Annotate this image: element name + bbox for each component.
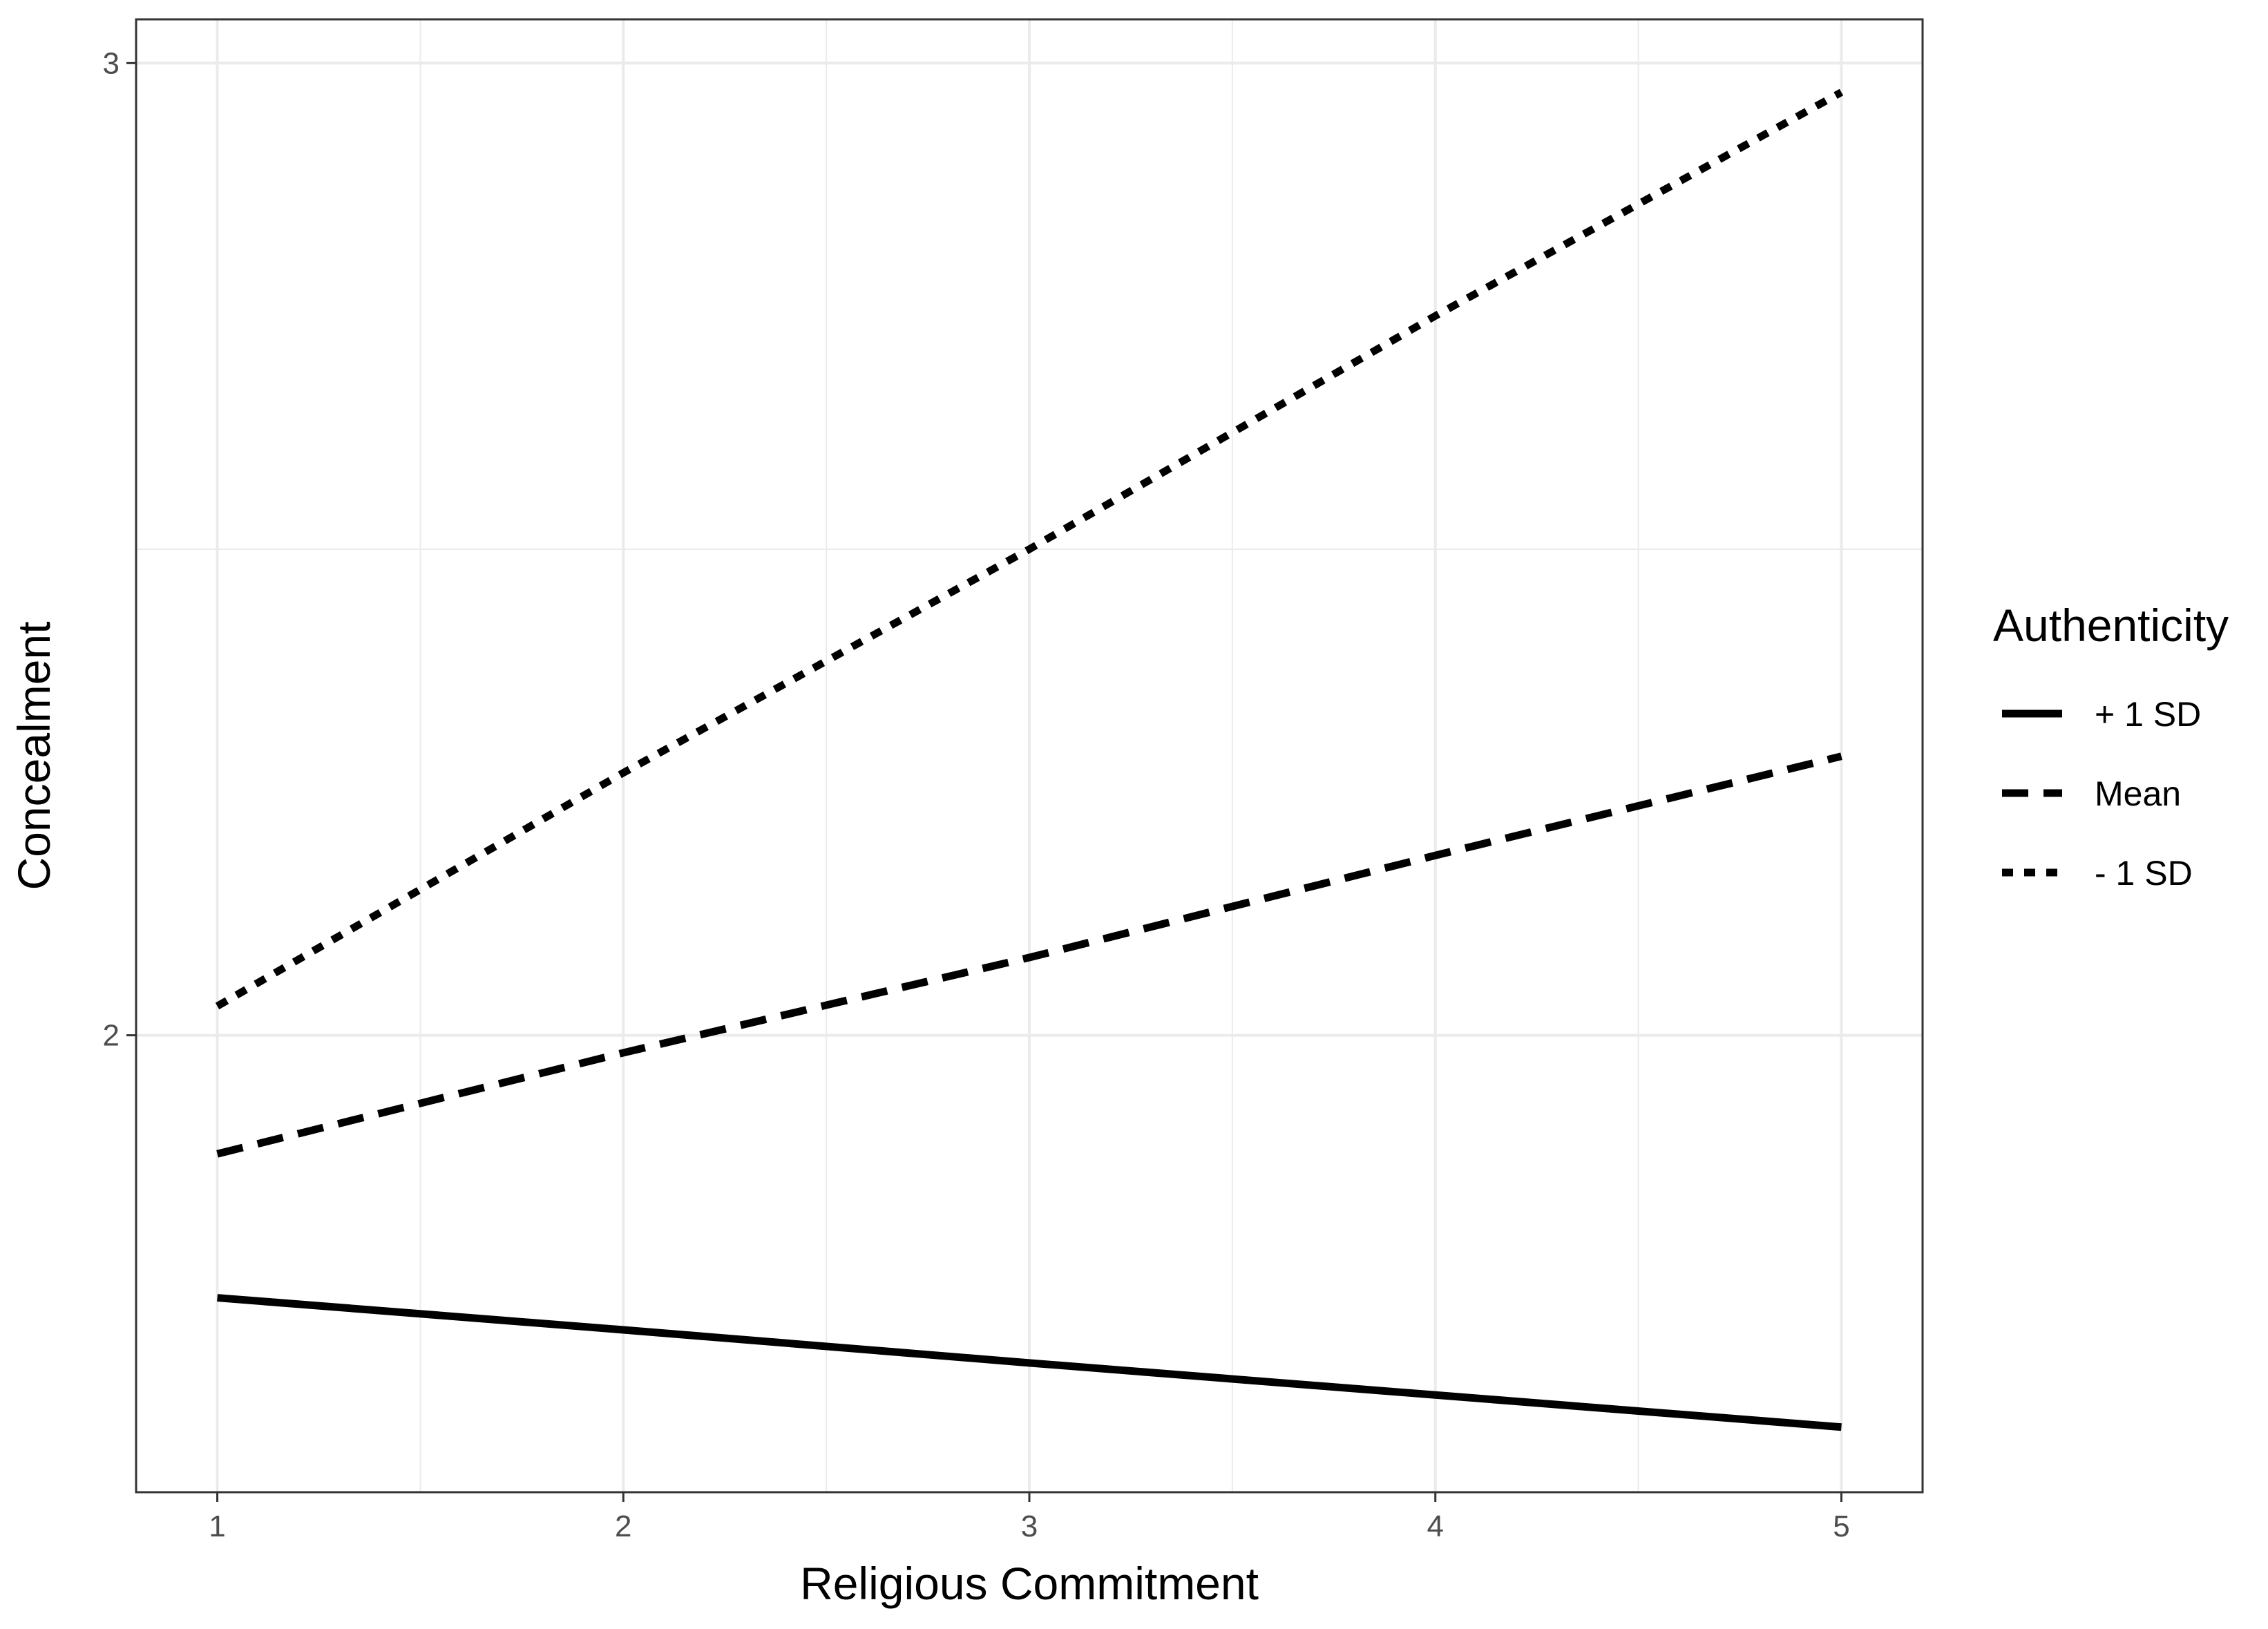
x-tick-label: 3: [1021, 1509, 1038, 1543]
x-tick-label: 1: [209, 1509, 225, 1543]
legend-label: Mean: [2095, 774, 2181, 813]
legend-label: + 1 SD: [2095, 695, 2201, 734]
x-tick-label: 2: [615, 1509, 631, 1543]
legend-title: Authenticity: [1993, 600, 2229, 651]
legend: Authenticity + 1 SD Mean - 1 SD: [1993, 600, 2229, 893]
legend-label: - 1 SD: [2095, 854, 2193, 893]
x-tick-label: 4: [1427, 1509, 1443, 1543]
y-tick-label: 3: [103, 46, 120, 80]
y-axis-title: Concealment: [8, 622, 59, 890]
series-lines: [215, 88, 1844, 1431]
x-tick-label: 5: [1833, 1509, 1849, 1543]
legend-items: + 1 SD Mean - 1 SD: [2002, 695, 2201, 893]
axes: 1 2 3 4 5 2 3: [103, 46, 1850, 1543]
y-tick-label: 2: [103, 1019, 120, 1053]
x-axis-title: Religious Commitment: [800, 1558, 1259, 1609]
